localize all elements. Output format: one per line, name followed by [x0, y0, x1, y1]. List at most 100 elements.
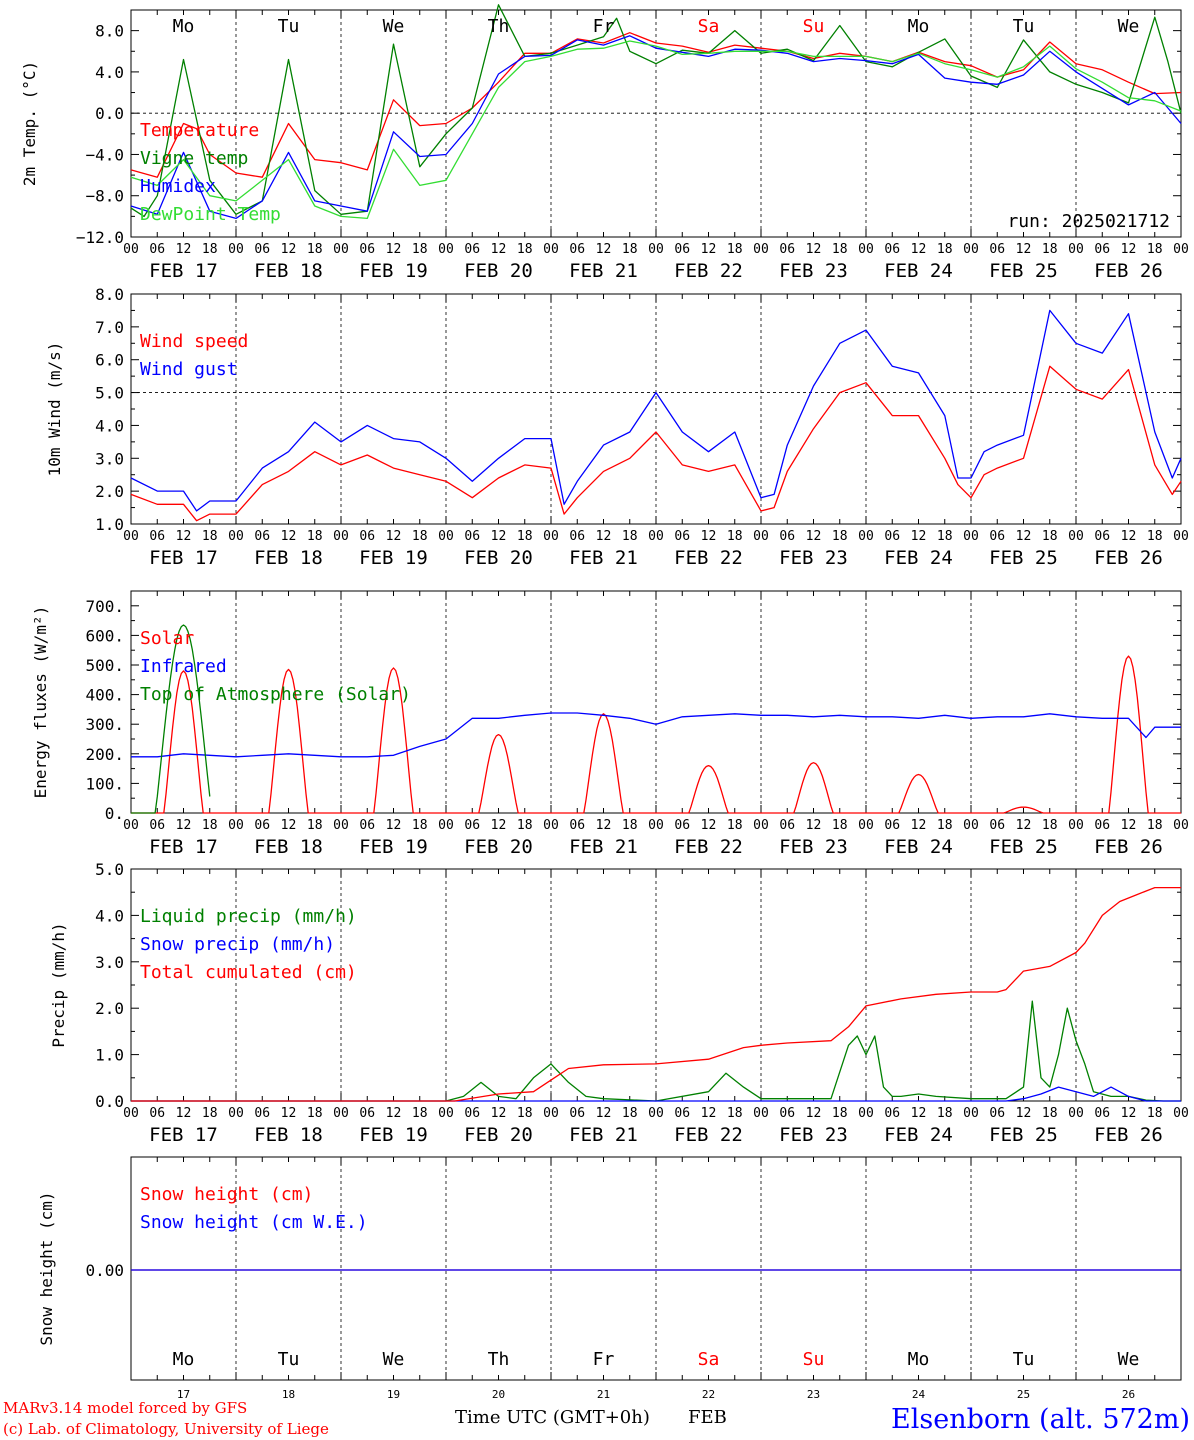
x-tick-label: 18	[1042, 1106, 1058, 1121]
x-date-label: FEB 18	[254, 836, 323, 858]
x-tick-label: 00	[438, 529, 454, 544]
x-tick-label: 18	[307, 1106, 323, 1121]
x-tick-label: 12	[176, 529, 192, 544]
x-tick-label: 00	[123, 242, 139, 257]
x-tick-label: 06	[359, 242, 375, 257]
x-tick-label: 18	[517, 1106, 533, 1121]
y-tick-label: 0.	[105, 804, 124, 823]
x-date-label: FEB 24	[884, 1124, 953, 1146]
x-tick-label: 18	[832, 818, 848, 833]
x-date-label: FEB 18	[254, 260, 323, 282]
x-tick-label: 18	[1147, 529, 1163, 544]
day-of-week-label: Mo	[173, 1349, 195, 1370]
y-axis-label: Precip (mm/h)	[49, 922, 68, 1047]
x-tick-label: 18	[517, 529, 533, 544]
x-tick-label: 06	[779, 1106, 795, 1121]
day-number-label: 21	[597, 1388, 610, 1401]
x-date-label: FEB 22	[674, 836, 743, 858]
x-tick-label: 12	[806, 818, 822, 833]
y-tick-label: −8.0	[85, 187, 124, 206]
x-tick-label: 18	[307, 242, 323, 257]
x-tick-label: 00	[123, 1106, 139, 1121]
x-tick-label: 18	[832, 529, 848, 544]
x-tick-label: 12	[1016, 242, 1032, 257]
x-tick-label: 18	[937, 242, 953, 257]
y-tick-label: 0.0	[95, 1092, 124, 1111]
x-tick-label: 00	[963, 242, 979, 257]
x-tick-label: 00	[753, 1106, 769, 1121]
x-tick-label: 00	[543, 242, 559, 257]
x-tick-label: 06	[1094, 242, 1110, 257]
x-tick-label: 06	[359, 529, 375, 544]
x-tick-label: 00	[858, 818, 874, 833]
x-date-label: FEB 22	[674, 547, 743, 569]
x-tick-label: 12	[386, 818, 402, 833]
x-tick-label: 00	[438, 818, 454, 833]
x-tick-label: 00	[1068, 242, 1084, 257]
legend-entry: Infrared	[140, 656, 227, 677]
x-date-label: FEB 21	[569, 1124, 638, 1146]
x-tick-label: 12	[596, 1106, 612, 1121]
y-tick-label: 4.0	[95, 906, 124, 925]
x-tick-label: 00	[438, 242, 454, 257]
x-date-label: FEB 23	[779, 260, 848, 282]
x-tick-label: 12	[701, 529, 717, 544]
x-tick-label: 18	[1147, 1106, 1163, 1121]
y-tick-label: 600.	[85, 626, 124, 645]
x-tick-label: 06	[1094, 818, 1110, 833]
y-tick-label: 0.0	[95, 104, 124, 123]
legend-entry: Solar	[140, 628, 194, 649]
day-number-label: 25	[1017, 1388, 1030, 1401]
y-tick-label: 400.	[85, 686, 124, 705]
y-tick-label: 7.0	[95, 318, 124, 337]
day-of-week-label: Mo	[173, 16, 195, 37]
y-tick-label: 4.0	[95, 416, 124, 435]
day-of-week-label: Mo	[908, 16, 930, 37]
x-tick-label: 18	[1147, 818, 1163, 833]
x-tick-label: 06	[674, 1106, 690, 1121]
x-tick-label: 06	[779, 529, 795, 544]
x-date-label: FEB 17	[149, 1124, 218, 1146]
x-tick-label: 00	[1068, 529, 1084, 544]
x-date-label: FEB 22	[674, 1124, 743, 1146]
series-vigne-temp	[130, 4, 1182, 218]
day-of-week-label: Mo	[908, 1349, 930, 1370]
x-tick-label: 18	[1147, 242, 1163, 257]
day-number-label: 20	[492, 1388, 505, 1401]
x-tick-label: 00	[753, 529, 769, 544]
x-tick-label: 00	[963, 818, 979, 833]
y-tick-label: 0.00	[85, 1261, 124, 1280]
y-tick-label: 4.0	[95, 63, 124, 82]
legend-entry: Wind speed	[140, 331, 248, 352]
x-tick-label: 18	[307, 529, 323, 544]
x-tick-label: 12	[596, 818, 612, 833]
day-of-week-label: Tu	[1013, 1349, 1035, 1370]
x-date-label: FEB 17	[149, 836, 218, 858]
x-tick-label: 12	[491, 529, 507, 544]
day-number-label: 26	[1122, 1388, 1135, 1401]
x-tick-label: 06	[464, 818, 480, 833]
x-date-label: FEB 23	[779, 547, 848, 569]
x-tick-label: 06	[254, 1106, 270, 1121]
y-tick-label: 1.0	[95, 1046, 124, 1065]
y-tick-label: 700.	[85, 597, 124, 616]
x-tick-label: 12	[176, 1106, 192, 1121]
y-tick-label: 500.	[85, 656, 124, 675]
y-axis-label: Energy fluxes (W/m²)	[31, 606, 50, 799]
day-number-label: 22	[702, 1388, 715, 1401]
legend-entry: Temperature	[140, 120, 259, 141]
footer-copyright: (c) Lab. of Climatology, University of L…	[3, 1420, 329, 1438]
day-of-week-label: Tu	[1013, 16, 1035, 37]
y-tick-label: 2.0	[95, 482, 124, 501]
y-tick-label: 300.	[85, 715, 124, 734]
x-tick-label: 12	[281, 1106, 297, 1121]
x-tick-label: 12	[1016, 529, 1032, 544]
x-tick-label: 00	[123, 818, 139, 833]
legend-entry: Liquid precip (mm/h)	[140, 906, 357, 927]
x-tick-label: 18	[832, 1106, 848, 1121]
x-date-label: FEB 21	[569, 260, 638, 282]
x-tick-label: 06	[989, 818, 1005, 833]
x-tick-label: 18	[622, 242, 638, 257]
x-tick-label: 12	[806, 1106, 822, 1121]
x-date-label: FEB 25	[989, 260, 1058, 282]
